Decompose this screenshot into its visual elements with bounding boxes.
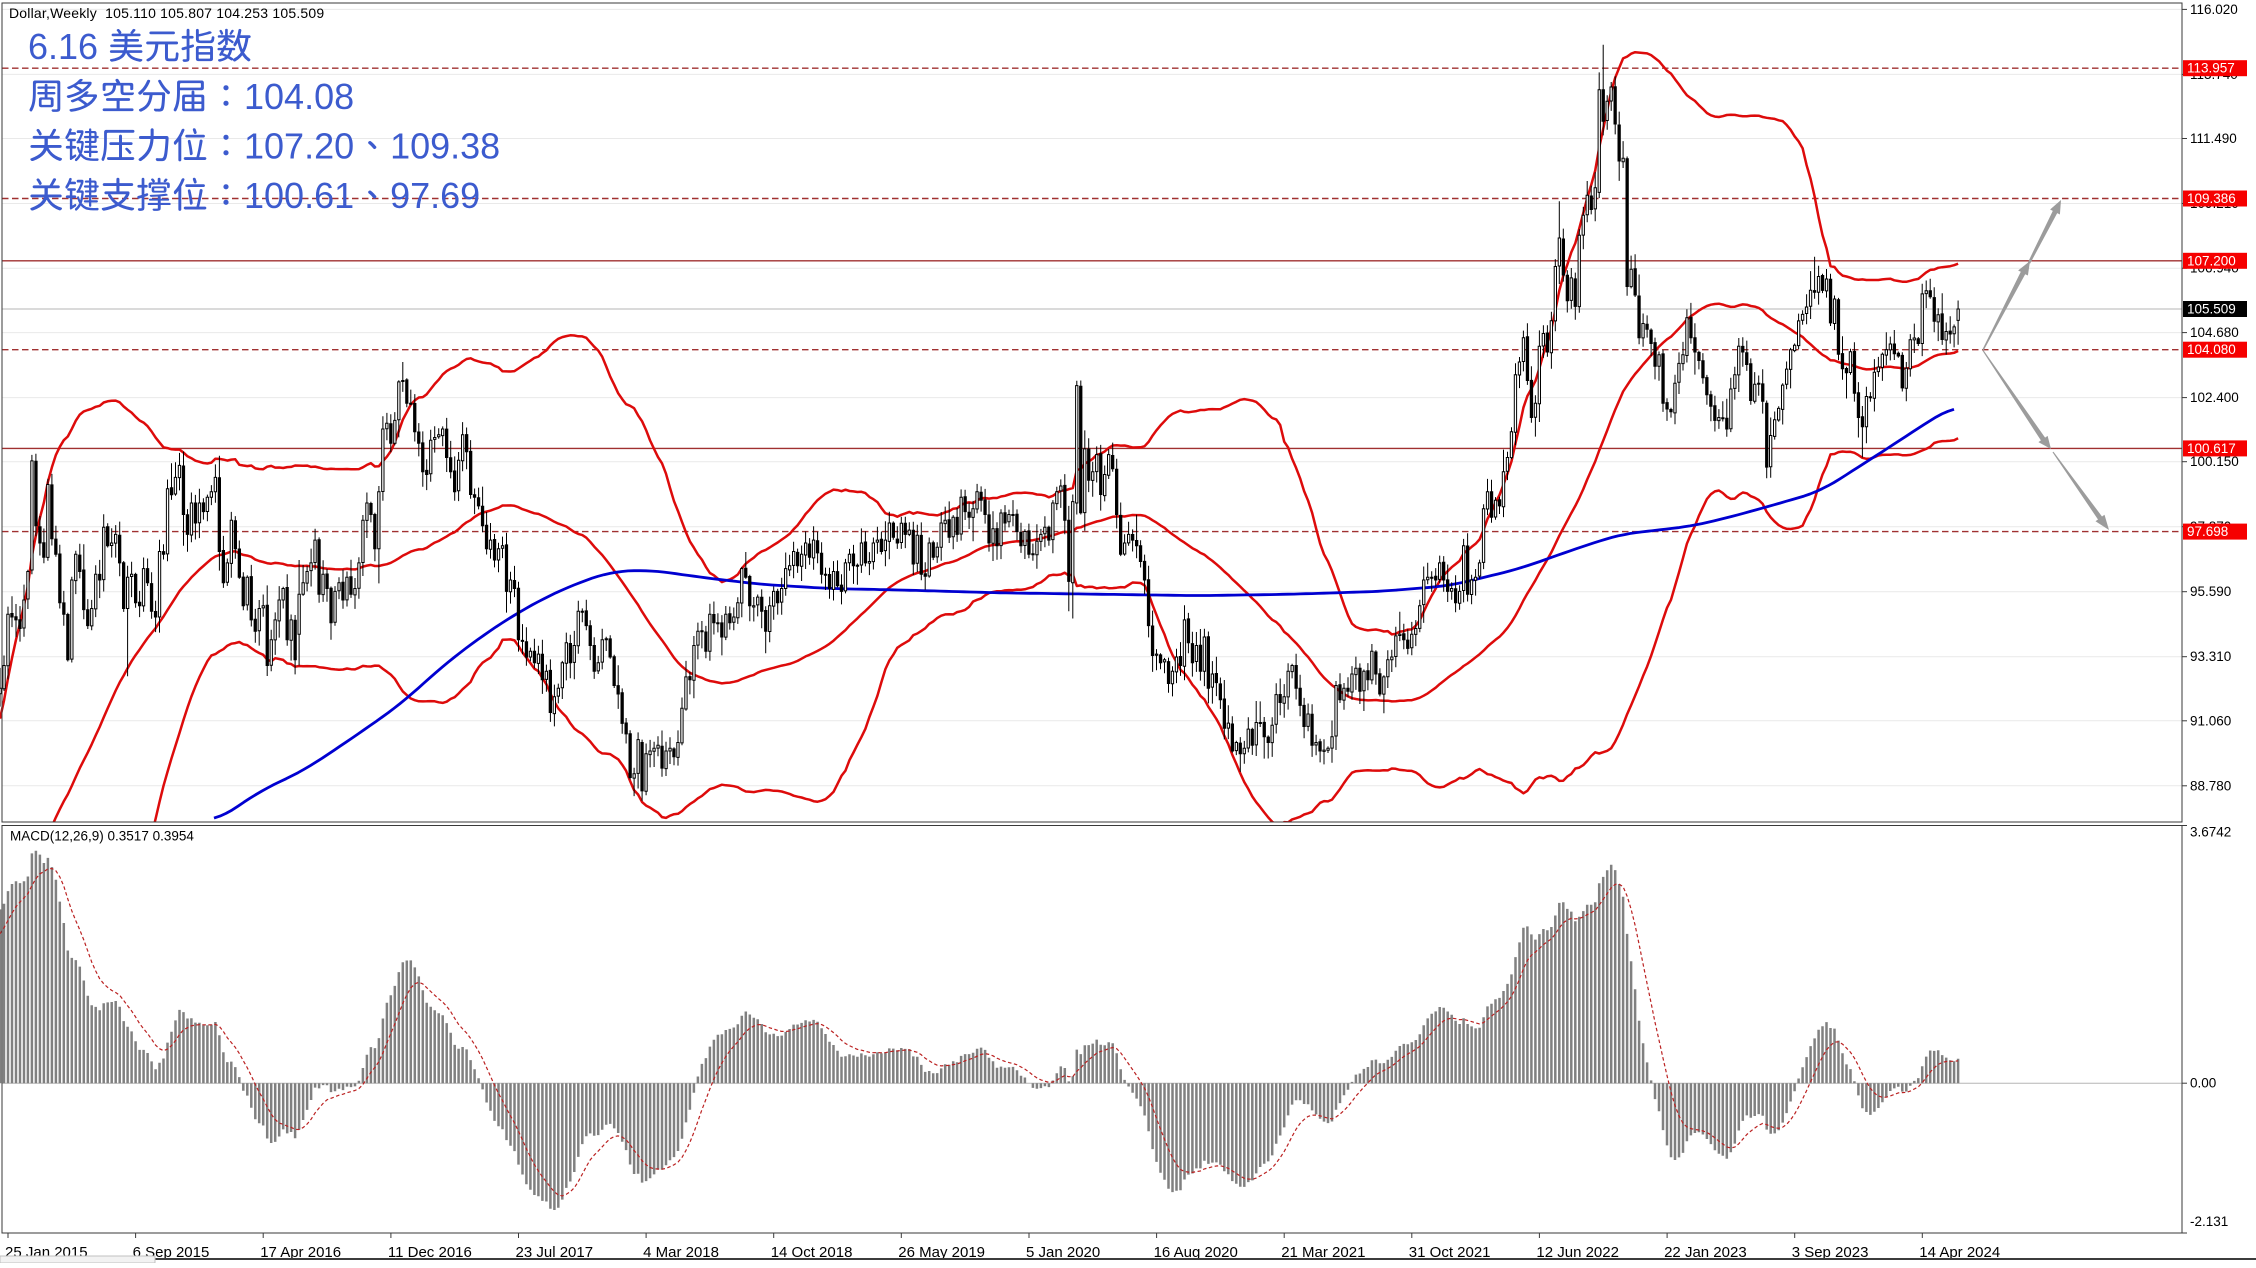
svg-text:Dollar,Weekly 105.110 105.807: Dollar,Weekly 105.110 105.807 104.253 10… [9,5,324,21]
svg-text:95.590: 95.590 [2190,584,2231,599]
svg-text:105.509: 105.509 [2187,302,2236,317]
svg-text:107.20: 107.20 [244,126,354,167]
svg-text:104.080: 104.080 [2187,342,2236,357]
svg-text:17 Apr 2016: 17 Apr 2016 [260,1244,341,1261]
svg-text:3.6742: 3.6742 [2190,825,2231,840]
svg-text:22 Jan 2023: 22 Jan 2023 [1664,1244,1747,1261]
svg-text:104.08: 104.08 [244,76,354,117]
svg-text:MACD(12,26,9) 0.3517 0.3954: MACD(12,26,9) 0.3517 0.3954 [10,829,194,844]
svg-text:14 Apr 2024: 14 Apr 2024 [1919,1244,2000,1261]
svg-text:14 Oct 2018: 14 Oct 2018 [771,1244,853,1261]
svg-text:100.150: 100.150 [2190,454,2239,469]
svg-text:21 Mar 2021: 21 Mar 2021 [1281,1244,1365,1261]
svg-text:109.38: 109.38 [390,126,500,167]
svg-text:116.020: 116.020 [2190,2,2238,17]
svg-text:16 Aug 2020: 16 Aug 2020 [1154,1244,1238,1261]
svg-text:6.16: 6.16 [28,26,98,67]
svg-text:111.490: 111.490 [2190,131,2237,146]
svg-text:88.780: 88.780 [2190,778,2231,793]
svg-text:102.400: 102.400 [2190,390,2239,405]
svg-text:113.957: 113.957 [2187,61,2235,76]
svg-text:100.61: 100.61 [244,175,354,216]
svg-text:-2.131: -2.131 [2190,1214,2228,1229]
svg-text:100.617: 100.617 [2187,441,2236,456]
svg-text:5 Jan 2020: 5 Jan 2020 [1026,1244,1100,1261]
svg-text:3 Sep 2023: 3 Sep 2023 [1792,1244,1869,1261]
svg-text:97.698: 97.698 [2187,524,2228,539]
svg-text:93.310: 93.310 [2190,649,2231,664]
svg-text:107.200: 107.200 [2187,253,2236,268]
svg-text:26 May 2019: 26 May 2019 [898,1244,985,1261]
svg-text:97.69: 97.69 [390,175,480,216]
svg-text:23 Jul 2017: 23 Jul 2017 [516,1244,594,1261]
svg-text:12 Jun 2022: 12 Jun 2022 [1536,1244,1619,1261]
svg-text:11 Dec 2016: 11 Dec 2016 [388,1244,472,1261]
svg-text:104.680: 104.680 [2190,325,2239,340]
svg-text:4 Mar 2018: 4 Mar 2018 [643,1244,719,1261]
svg-text:91.060: 91.060 [2190,713,2231,728]
svg-text:31 Oct 2021: 31 Oct 2021 [1409,1244,1491,1261]
svg-text:109.386: 109.386 [2187,191,2236,206]
svg-text:0.00: 0.00 [2190,1076,2216,1091]
